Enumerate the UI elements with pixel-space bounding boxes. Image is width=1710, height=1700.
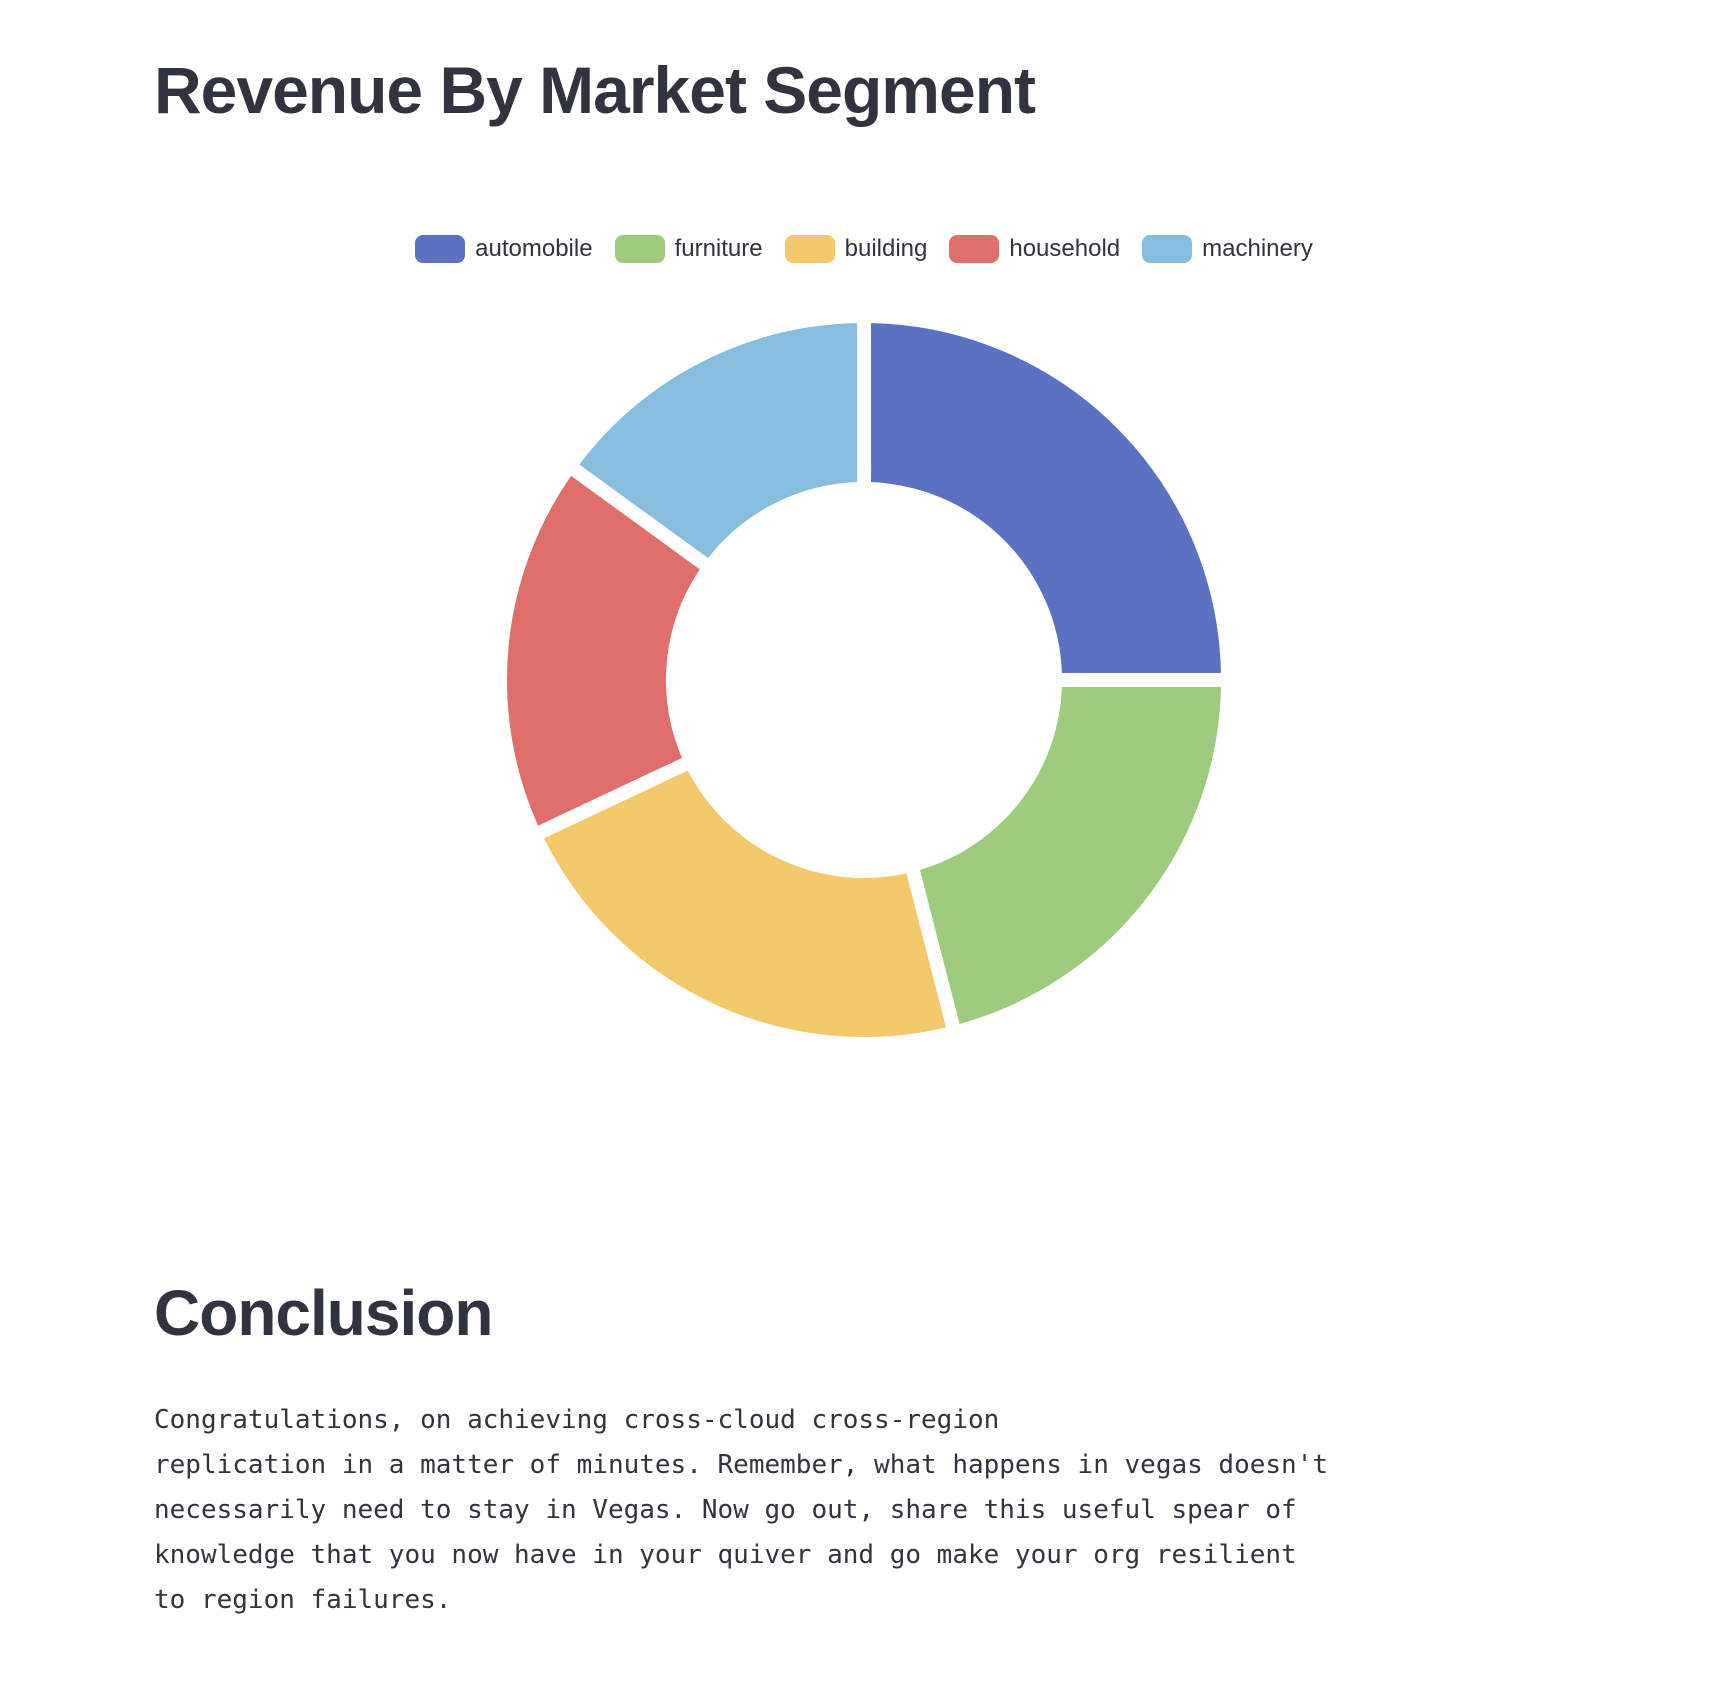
legend-item-furniture[interactable]: furniture [614, 235, 763, 263]
page-title: Revenue By Market Segment [154, 53, 1036, 127]
conclusion-line: necessarily need to stay in Vegas. Now g… [154, 1495, 1297, 1525]
conclusion-line: replication in a matter of minutes. Reme… [154, 1450, 1328, 1480]
legend-item-machinery[interactable]: machinery [1142, 235, 1313, 263]
chart-legend: automobile furniture building household mach… [154, 235, 1574, 263]
slice-separator [904, 862, 962, 1036]
donut-chart: automobile furniture building household mach… [154, 190, 1574, 1070]
donut-slice-machinery[interactable] [577, 323, 872, 565]
chart-canvas [507, 315, 1229, 1037]
legend-label: building [844, 235, 928, 262]
conclusion-paragraph: Congratulations, on achieving cross-clou… [154, 1398, 1454, 1623]
conclusion-line: Congratulations, on achieving cross-clou… [154, 1405, 1000, 1435]
slice-separator [530, 754, 696, 842]
legend-item-building[interactable]: building [784, 235, 928, 263]
legend-label: household [1009, 235, 1121, 262]
legend-item-automobile[interactable]: automobile [415, 235, 593, 263]
legend-swatch [614, 235, 665, 263]
conclusion-heading: Conclusion [154, 1277, 493, 1349]
legend-label: automobile [475, 235, 593, 262]
legend-item-household[interactable]: household [949, 235, 1120, 263]
slice-separator [564, 459, 715, 574]
legend-swatch [784, 235, 835, 263]
legend-label: machinery [1202, 235, 1313, 262]
conclusion-line: to region failures. [154, 1585, 452, 1615]
donut-slice-automobile[interactable] [856, 323, 1221, 688]
legend-label: furniture [674, 235, 763, 262]
donut-slice-furniture[interactable] [908, 672, 1221, 1025]
donut-slice-building[interactable] [543, 761, 955, 1037]
conclusion-line: knowledge that you now have in your quiv… [154, 1540, 1297, 1570]
legend-swatch [949, 235, 1000, 263]
donut-slice-household[interactable] [507, 471, 704, 832]
legend-swatch [415, 235, 466, 263]
legend-swatch [1142, 235, 1193, 263]
